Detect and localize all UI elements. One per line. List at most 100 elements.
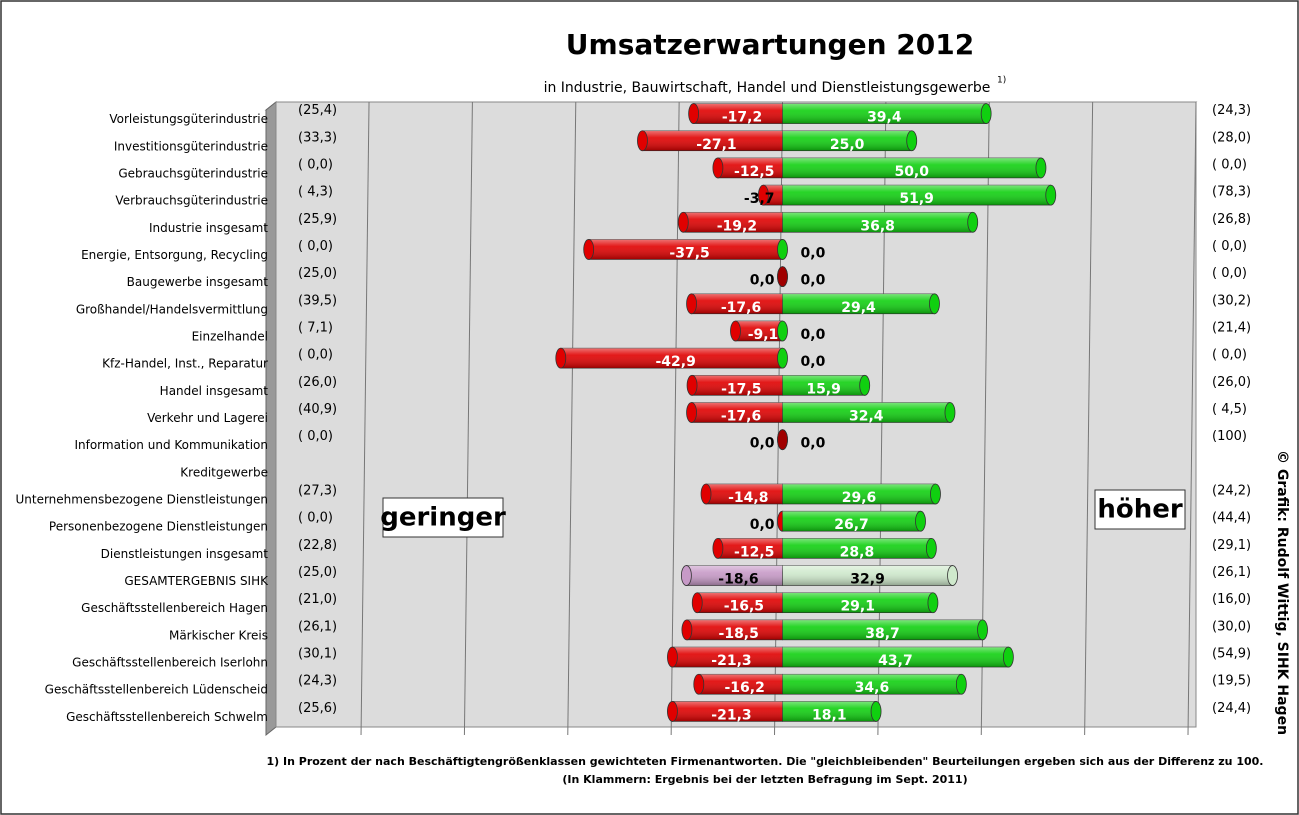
bar-cap [1035,157,1047,179]
bar-cap [980,103,992,124]
bar [782,130,918,152]
category-label: Information und Kommunikation [74,438,268,452]
data-label: 0,0 [750,273,775,289]
category-label: Geschäftsstellenbereich Hagen [81,601,268,615]
previous-value: (30,0) [1212,619,1251,634]
bar-cap [777,429,788,451]
data-label: 34,6 [855,680,890,696]
chart-subtitle: in Industrie, Bauwirtschaft, Handel und … [544,80,991,96]
previous-value: ( 4,5) [1212,402,1247,417]
bar-shade [686,619,783,640]
bar-cap [955,673,967,695]
bar [686,402,783,423]
bar [686,293,783,315]
category-label: Einzelhandel [192,329,268,343]
bar [555,347,783,369]
bar [691,592,783,614]
bar-shade [782,538,932,559]
data-label: 28,8 [840,544,875,560]
bar-shade [782,157,1041,178]
data-label: 15,9 [806,381,841,397]
bar [712,157,783,179]
bar-cap [1045,184,1057,206]
data-label: -17,6 [721,300,761,316]
bar [782,211,979,233]
previous-value: (26,8) [1212,212,1251,227]
bar-shade [672,701,783,722]
bar-cap [691,592,703,614]
bar [782,646,1014,668]
bar [688,103,783,124]
bar-shade [588,239,783,260]
previous-value: ( 0,0) [298,429,333,444]
previous-value: ( 0,0) [298,239,333,254]
bar-shade [782,565,953,586]
data-label: -16,2 [724,680,764,696]
bar-cap [944,402,956,423]
data-label: 0,0 [801,436,826,452]
bar-shade [782,130,912,151]
credit: © Grafik: Rudolf Wittig, SIHK Hagen [1274,450,1290,735]
bar-cap [777,239,788,260]
data-label: 0,0 [801,354,826,370]
bar-shade [642,130,783,151]
bar [782,565,958,586]
bar [680,565,783,586]
category-label: Vorleistungsgüterindustrie [109,112,268,126]
previous-value: (25,0) [298,565,337,580]
bar-shade [782,293,935,314]
previous-value: ( 0,0) [298,348,333,363]
category-label: GESAMTERGEBNIS SIHK [124,574,269,588]
bar [637,130,783,152]
data-label: 43,7 [878,653,913,669]
bar-shade [693,103,783,124]
data-label: 0,0 [750,517,775,533]
data-label: 38,7 [865,626,900,642]
bar [782,103,992,124]
previous-value: (26,0) [298,375,337,390]
data-label: -19,2 [717,218,757,234]
previous-value: ( 0,0) [1212,239,1247,254]
bar [782,184,1057,206]
data-label: -37,5 [669,245,709,261]
bar [782,701,882,722]
bar-cap [700,483,712,505]
previous-value: (25,6) [298,701,337,716]
previous-value: (25,0) [298,266,337,281]
bar-shade [782,103,987,124]
grid-line [1187,101,1197,736]
previous-value: (25,9) [298,212,337,227]
bar-cap [777,347,788,369]
previous-value: ( 0,0) [1212,157,1247,172]
data-label: 29,6 [842,490,877,506]
previous-value: (40,9) [298,402,337,417]
chart-title: Umsatzerwartungen 2012 [566,28,974,61]
bar-shade [717,538,783,559]
previous-value: ( 0,0) [1212,266,1247,281]
bar-shade [717,157,783,178]
data-label: 0,0 [750,436,775,452]
bar-cap [757,184,769,206]
bar [782,592,939,614]
data-label: -3,7 [744,191,775,207]
bar [693,673,783,695]
bar-shade [782,592,933,613]
bar-cap [777,320,788,342]
category-label: Dienstleistungen insgesamt [101,547,269,561]
bar-shade [782,375,865,396]
previous-value: (21,4) [1212,320,1251,335]
bar-cap [677,211,689,233]
category-label: Verkehr und Lagerei [147,411,268,425]
bar-shade [691,402,783,423]
previous-value: (30,2) [1212,293,1251,308]
category-label: Geschäftsstellenbereich Lüdenscheid [45,683,268,697]
grid-line [463,101,473,736]
previous-value: ( 4,3) [298,185,333,200]
bar-shade [560,348,783,369]
bar-cap [967,211,979,233]
previous-value: (26,1) [1212,565,1251,580]
bar [782,402,956,423]
category-label: Industrie insgesamt [149,221,268,235]
previous-value: (26,0) [1212,375,1251,390]
bar-cap [1002,646,1014,668]
